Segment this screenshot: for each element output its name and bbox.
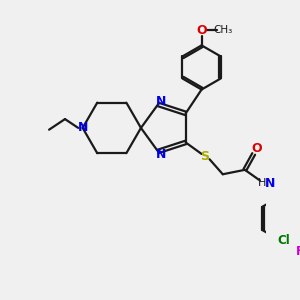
Text: S: S	[201, 150, 210, 163]
Text: N: N	[77, 122, 88, 134]
Text: F: F	[296, 245, 300, 259]
Text: N: N	[155, 148, 166, 160]
Text: O: O	[196, 24, 207, 37]
Text: CH₃: CH₃	[213, 26, 232, 35]
Text: Cl: Cl	[278, 234, 291, 247]
Text: H: H	[257, 178, 266, 188]
Text: O: O	[251, 142, 262, 155]
Text: N: N	[155, 95, 166, 108]
Text: N: N	[264, 177, 275, 190]
